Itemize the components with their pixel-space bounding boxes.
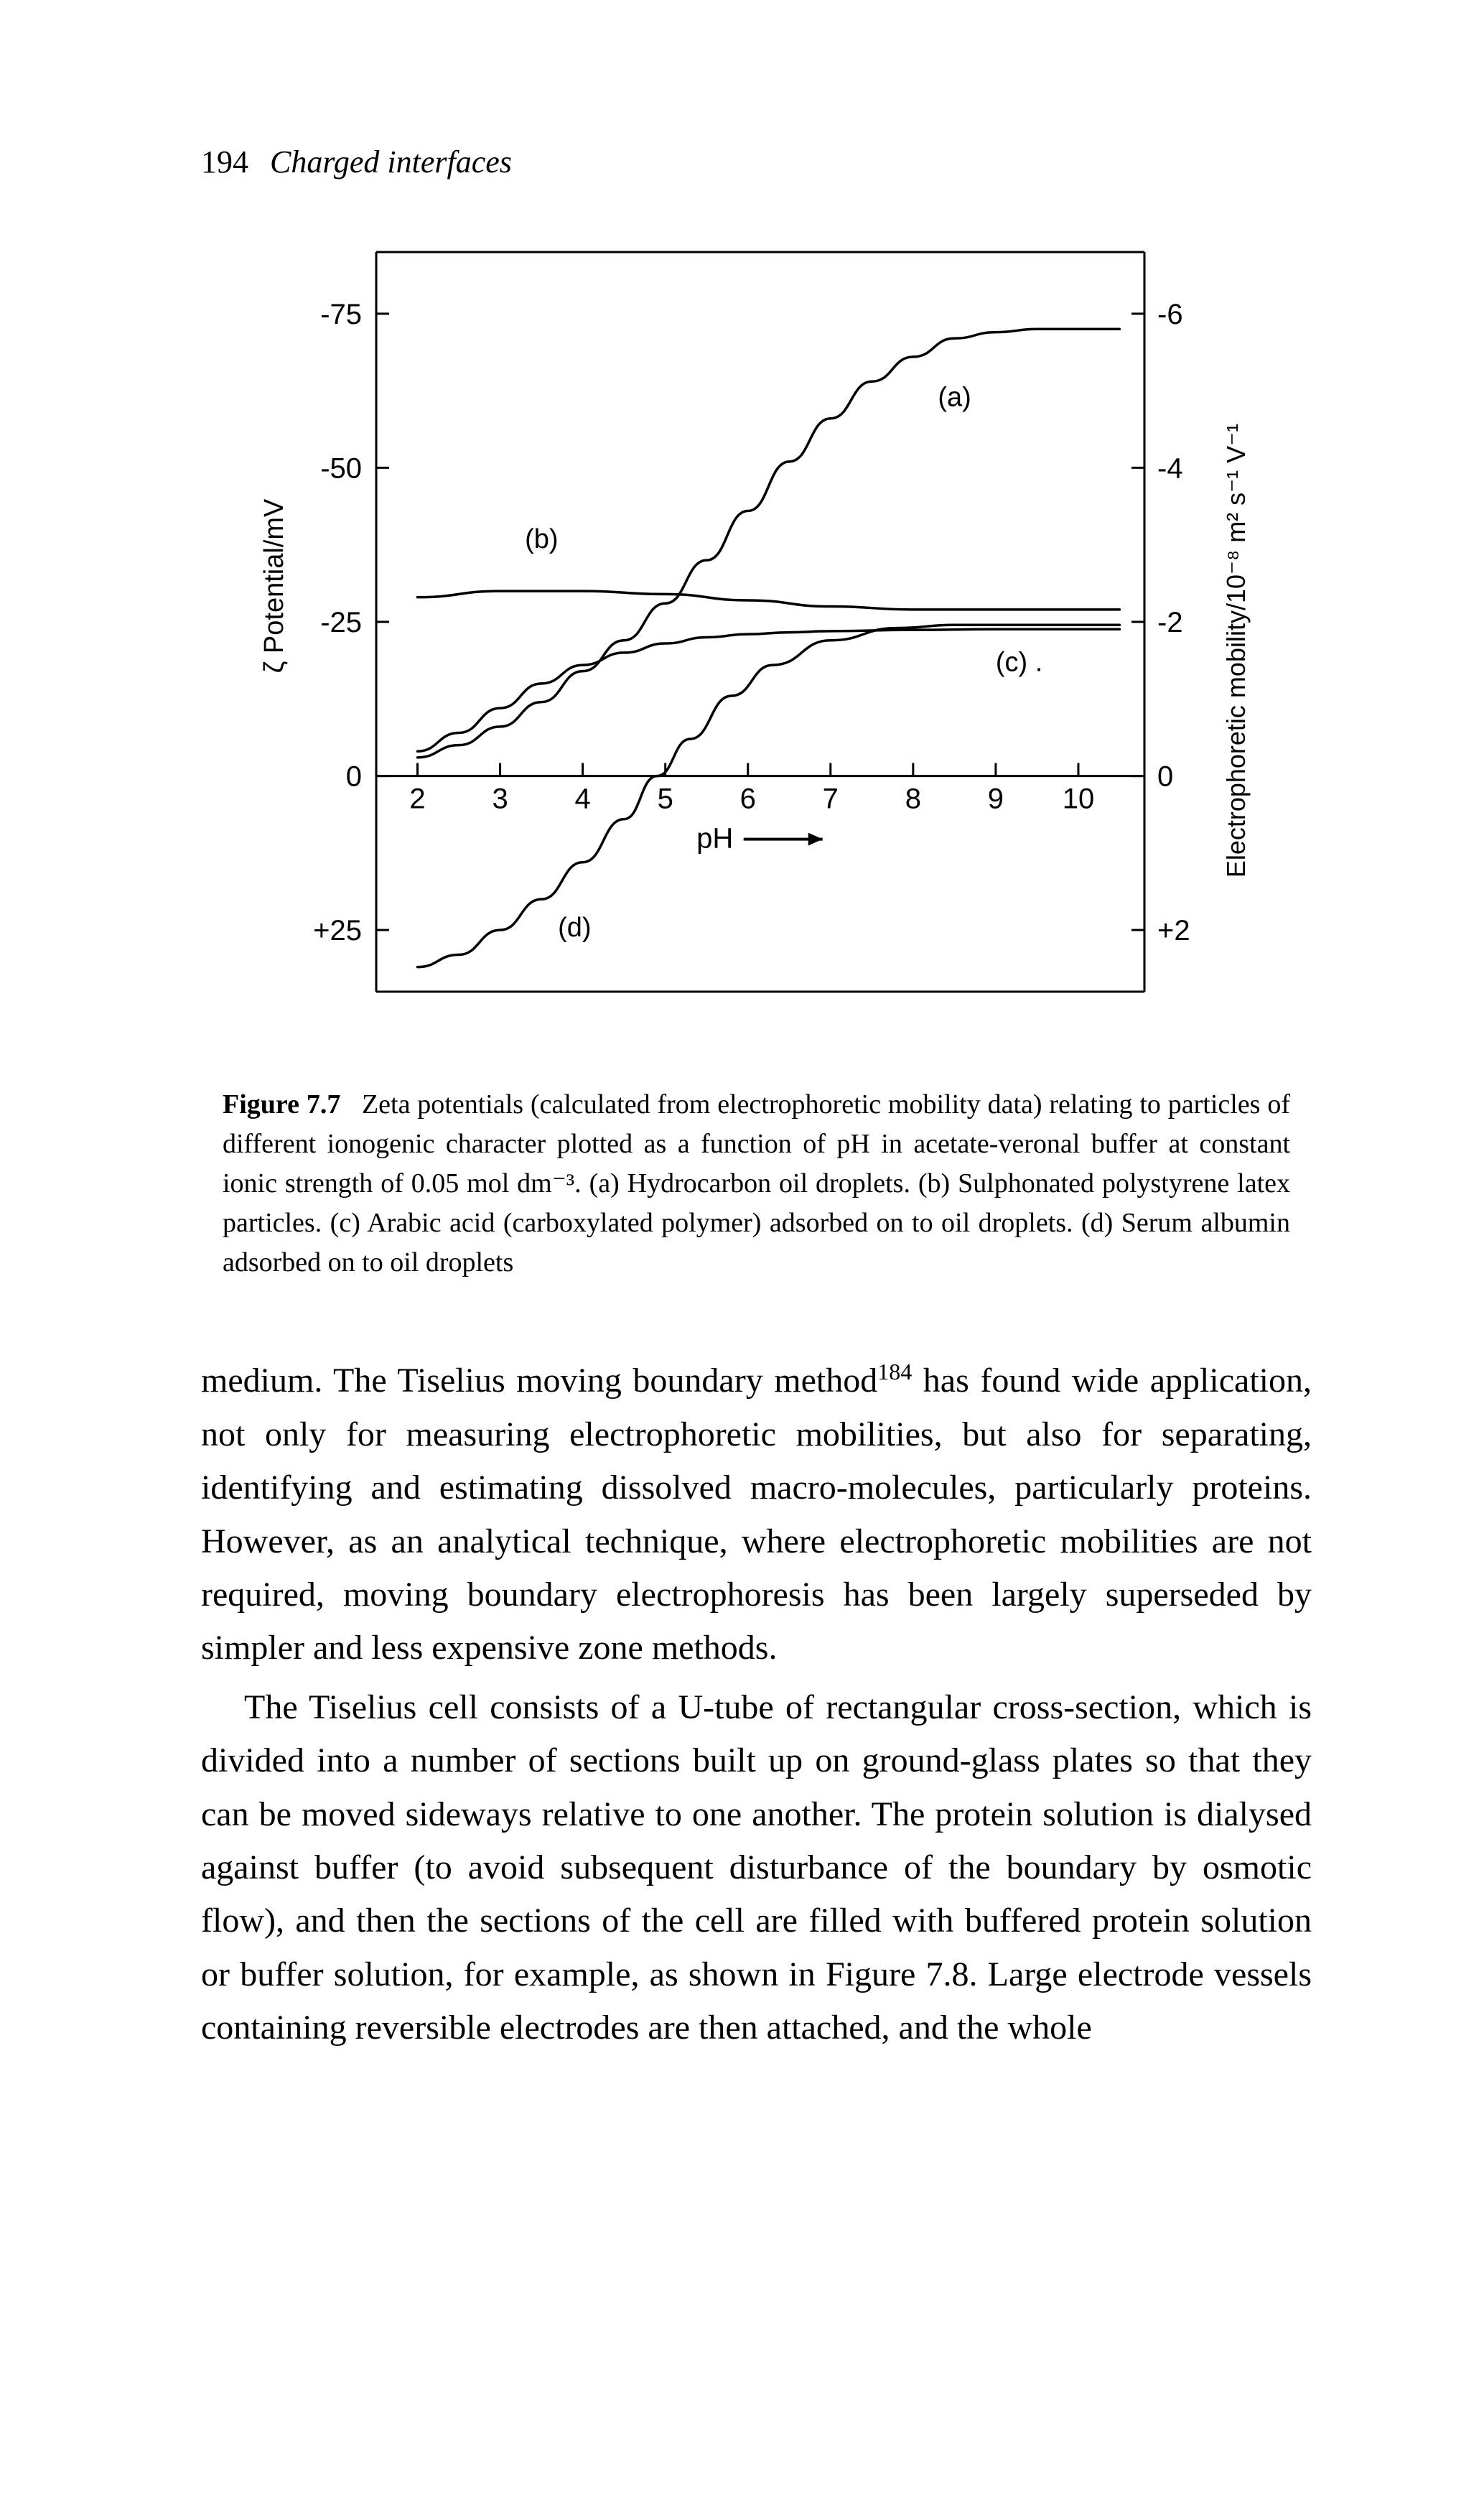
svg-text:(a): (a) — [938, 383, 971, 413]
svg-text:10: 10 — [1062, 783, 1094, 815]
svg-text:7: 7 — [822, 783, 838, 815]
zeta-potential-chart: -75 -50 -25 0 +25 -6 -4 -2 0 +2 2 3 4 5 6 7 8 9 10 pH ζ Pote… — [240, 231, 1274, 1020]
body-paragraph-2: The Tiselius cell consists of a U-tube o… — [201, 1681, 1312, 2055]
svg-text:(c) .: (c) . — [995, 648, 1042, 678]
svg-text:Electrophoretic mobility/10⁻⁸: Electrophoretic mobility/10⁻⁸ m² s⁻¹ V⁻¹ — [1221, 424, 1251, 878]
svg-text:(d): (d) — [558, 913, 591, 943]
svg-text:2: 2 — [409, 783, 425, 815]
page-number: 194 — [201, 144, 248, 180]
svg-text:(b): (b) — [525, 524, 558, 554]
svg-text:+2: +2 — [1157, 915, 1190, 946]
svg-text:6: 6 — [739, 783, 755, 815]
svg-text:ζ Potential/mV: ζ Potential/mV — [259, 498, 289, 673]
svg-text:-2: -2 — [1157, 607, 1183, 638]
svg-text:-75: -75 — [320, 299, 362, 330]
svg-text:0: 0 — [1157, 761, 1173, 793]
svg-text:pH: pH — [696, 823, 733, 855]
svg-text:9: 9 — [987, 783, 1003, 815]
svg-text:-50: -50 — [320, 452, 362, 484]
svg-text:0: 0 — [345, 761, 361, 793]
svg-text:3: 3 — [492, 783, 508, 815]
chapter-title: Charged interfaces — [270, 144, 512, 180]
figure-label: Figure 7.7 — [223, 1089, 340, 1120]
svg-text:4: 4 — [574, 783, 590, 815]
svg-text:+25: +25 — [313, 915, 362, 946]
p1-text-a: medium. The Tiselius moving boundary met… — [201, 1362, 877, 1400]
chart-svg: -75 -50 -25 0 +25 -6 -4 -2 0 +2 2 3 4 5 6 7 8 9 10 pH ζ Pote… — [240, 231, 1274, 1020]
svg-text:-4: -4 — [1157, 452, 1183, 484]
svg-text:8: 8 — [905, 783, 920, 815]
svg-text:-25: -25 — [320, 607, 362, 638]
figure-caption-text: Zeta potentials (calculated from electro… — [223, 1089, 1290, 1277]
page-header: 194 Charged interfaces — [201, 144, 1312, 180]
svg-text:5: 5 — [657, 783, 673, 815]
figure-caption: Figure 7.7 Zeta potentials (calculated f… — [223, 1085, 1290, 1283]
svg-text:-6: -6 — [1157, 299, 1183, 330]
p1-superscript: 184 — [877, 1359, 912, 1384]
body-paragraph-1: medium. The Tiselius moving boundary met… — [201, 1354, 1312, 1675]
p1-text-b: has found wide application, not only for… — [201, 1362, 1312, 1667]
